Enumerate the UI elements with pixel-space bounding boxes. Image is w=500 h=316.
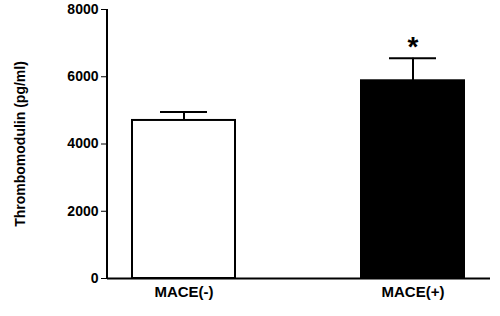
svg-text:MACE(+): MACE(+) (382, 283, 445, 300)
svg-text:*: * (408, 31, 419, 62)
svg-text:2000: 2000 (67, 203, 98, 219)
svg-text:4000: 4000 (67, 135, 98, 151)
svg-text:8000: 8000 (67, 1, 98, 17)
svg-text:6000: 6000 (67, 68, 98, 84)
svg-text:0: 0 (91, 270, 99, 286)
svg-text:MACE(-): MACE(-) (154, 283, 213, 300)
svg-text:Thrombomodulin (pg/ml): Thrombomodulin (pg/ml) (12, 61, 28, 227)
